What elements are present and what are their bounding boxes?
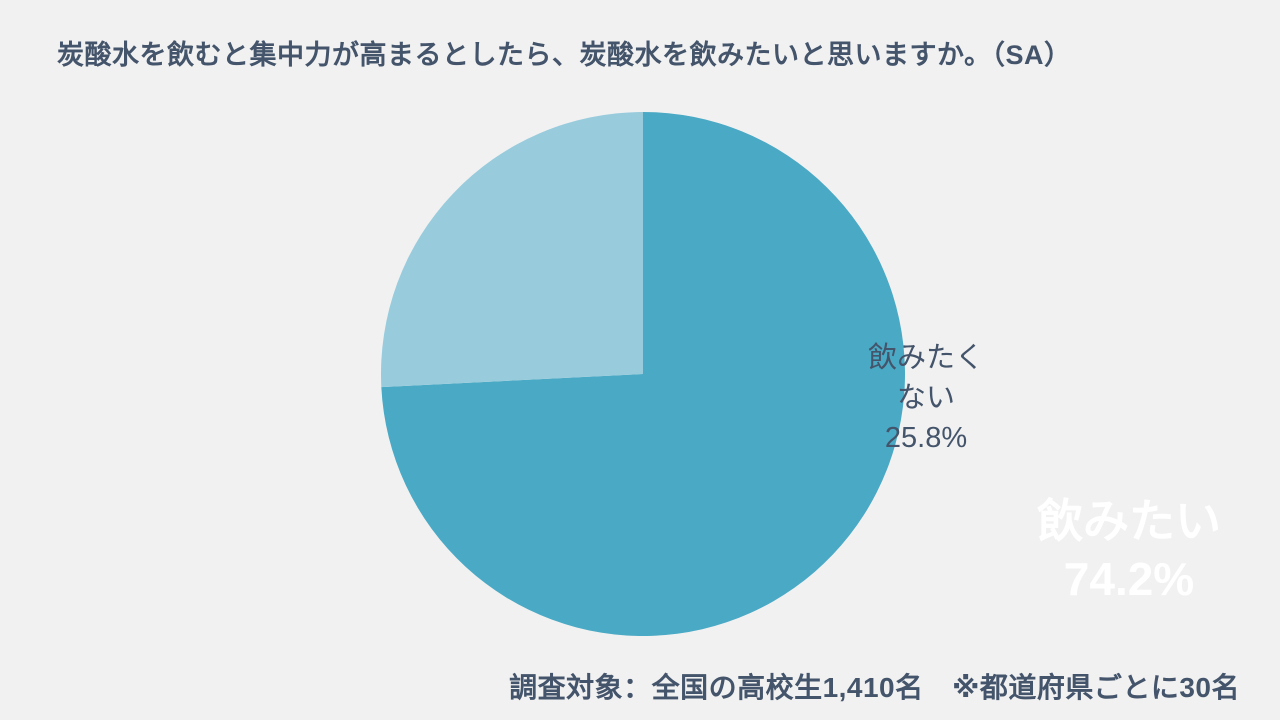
pie-chart: 飲みたくない 25.8% 飲みたい 74.2% [381, 112, 1221, 636]
page-title: 炭酸水を飲むと集中力が高まるとしたら、炭酸水を飲みたいと思いますか。（SA） [57, 40, 1072, 70]
pie-label-minor-text: 飲みたくない [867, 342, 984, 414]
pie-slice-1 [381, 112, 643, 388]
pie-slice-0 [381, 112, 905, 636]
pie-label-minor-pct: 25.8% [884, 422, 968, 454]
pie-label-minor: 飲みたくない 25.8% [826, 338, 1026, 458]
pie-label-major: 飲みたい 74.2% [949, 492, 1280, 608]
survey-footnote: 調査対象：全国の高校生1,410名 ※都道府県ごとに30名 [509, 672, 1240, 703]
pie-chart-svg [381, 112, 905, 636]
pie-label-major-pct: 74.2% [1063, 553, 1195, 605]
pie-label-major-text: 飲みたい [1037, 495, 1221, 547]
